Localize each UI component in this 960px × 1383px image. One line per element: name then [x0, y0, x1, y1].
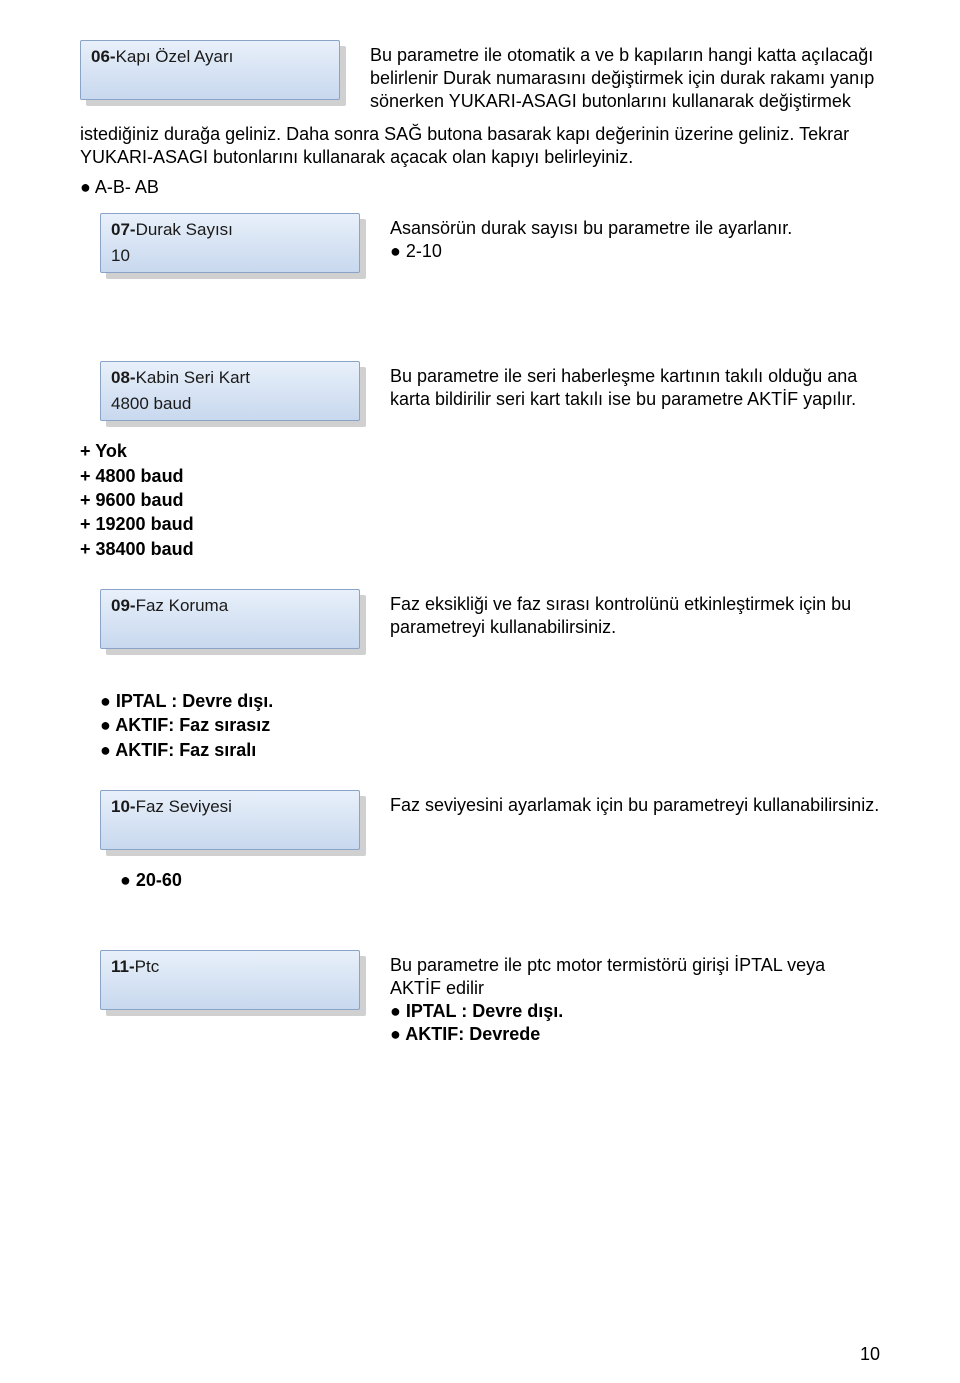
- param-box-09: 09-Faz Koruma: [100, 589, 360, 649]
- param-value-07: 10: [111, 244, 349, 266]
- param-box-11: 11-Ptc: [100, 950, 360, 1010]
- param-opts-09: ● IPTAL : Devre dışı. ● AKTIF: Faz sıras…: [100, 689, 880, 762]
- param-desc-10: Faz seviyesini ayarlamak için bu paramet…: [390, 790, 880, 817]
- param-desc-09: Faz eksikliği ve faz sırası kontrolünü e…: [390, 589, 880, 639]
- param-opts-08: + Yok + 4800 baud + 9600 baud + 19200 ba…: [80, 439, 880, 560]
- param-title-10: 10-Faz Seviyesi: [111, 797, 349, 817]
- param-box-06: 06-Kapı Özel Ayarı: [80, 40, 340, 100]
- param-opts-10: ● 20-60: [120, 868, 880, 892]
- param-title-11: 11-Ptc: [111, 957, 349, 977]
- param-title-06: 06-Kapı Özel Ayarı: [91, 47, 329, 67]
- param-title-07: 07-Durak Sayısı: [111, 220, 349, 240]
- param-desc-11: Bu parametre ile ptc motor termistörü gi…: [390, 950, 880, 1046]
- page-number: 10: [860, 1344, 880, 1365]
- param-box-08: 08-Kabin Seri Kart 4800 baud: [100, 361, 360, 421]
- param-box-07: 07-Durak Sayısı 10: [100, 213, 360, 273]
- param-desc-07: Asansörün durak sayısı bu parametre ile …: [390, 213, 880, 263]
- param-box-10: 10-Faz Seviyesi: [100, 790, 360, 850]
- param-desc-08: Bu parametre ile seri haberleşme kartını…: [390, 361, 880, 411]
- param-opts-06: ● A-B- AB: [80, 175, 880, 199]
- param-title-09: 09-Faz Koruma: [111, 596, 349, 616]
- param-value-08: 4800 baud: [111, 392, 349, 414]
- param-title-08: 08-Kabin Seri Kart: [111, 368, 349, 388]
- param-desc-06: Bu parametre ile otomatik a ve b kapılar…: [370, 40, 880, 113]
- param-cont-06: istediğiniz durağa geliniz. Daha sonra S…: [80, 123, 880, 169]
